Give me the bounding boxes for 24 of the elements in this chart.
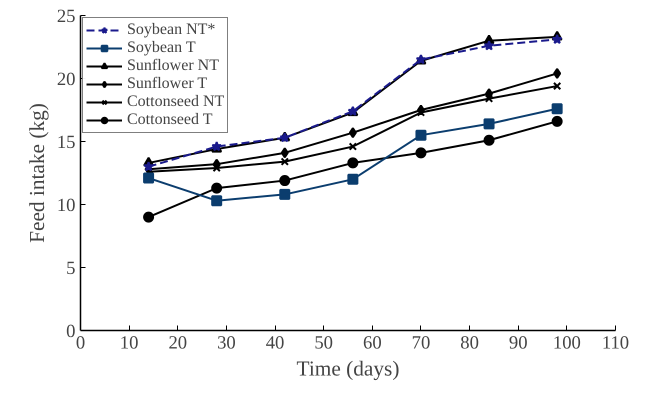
x-tick-label: 90 <box>508 332 528 354</box>
x-tick-label: 110 <box>602 332 630 354</box>
y-tick-label: 10 <box>56 195 76 216</box>
legend-label: Sunflower T <box>127 75 208 93</box>
legend-label: Soybean T <box>127 39 196 57</box>
legend-label: Cottonseed T <box>127 111 212 129</box>
y-tick-label: 5 <box>66 258 76 279</box>
x-tick-label: 30 <box>217 332 236 354</box>
x-tick-label: 10 <box>120 332 138 354</box>
y-tick-label: 20 <box>56 69 76 90</box>
y-tick-label: 25 <box>56 6 76 27</box>
y-axis-title: Feed intake (kg) <box>24 103 49 243</box>
x-tick-label: 100 <box>552 332 581 354</box>
legend-label: Cottonseed NT <box>127 93 224 111</box>
legend-label: Soybean NT* <box>127 21 216 39</box>
y-tick-label: 15 <box>56 132 76 153</box>
x-tick-label: 40 <box>266 332 284 354</box>
legend-label: Sunflower NT <box>127 57 219 75</box>
x-tick-label: 50 <box>314 332 334 354</box>
x-tick-label: 20 <box>168 332 188 354</box>
x-tick-label: 70 <box>412 332 430 354</box>
x-tick-label: 80 <box>460 332 479 354</box>
x-axis-title: Time (days) <box>296 356 400 380</box>
x-tick-label: 60 <box>362 332 382 354</box>
